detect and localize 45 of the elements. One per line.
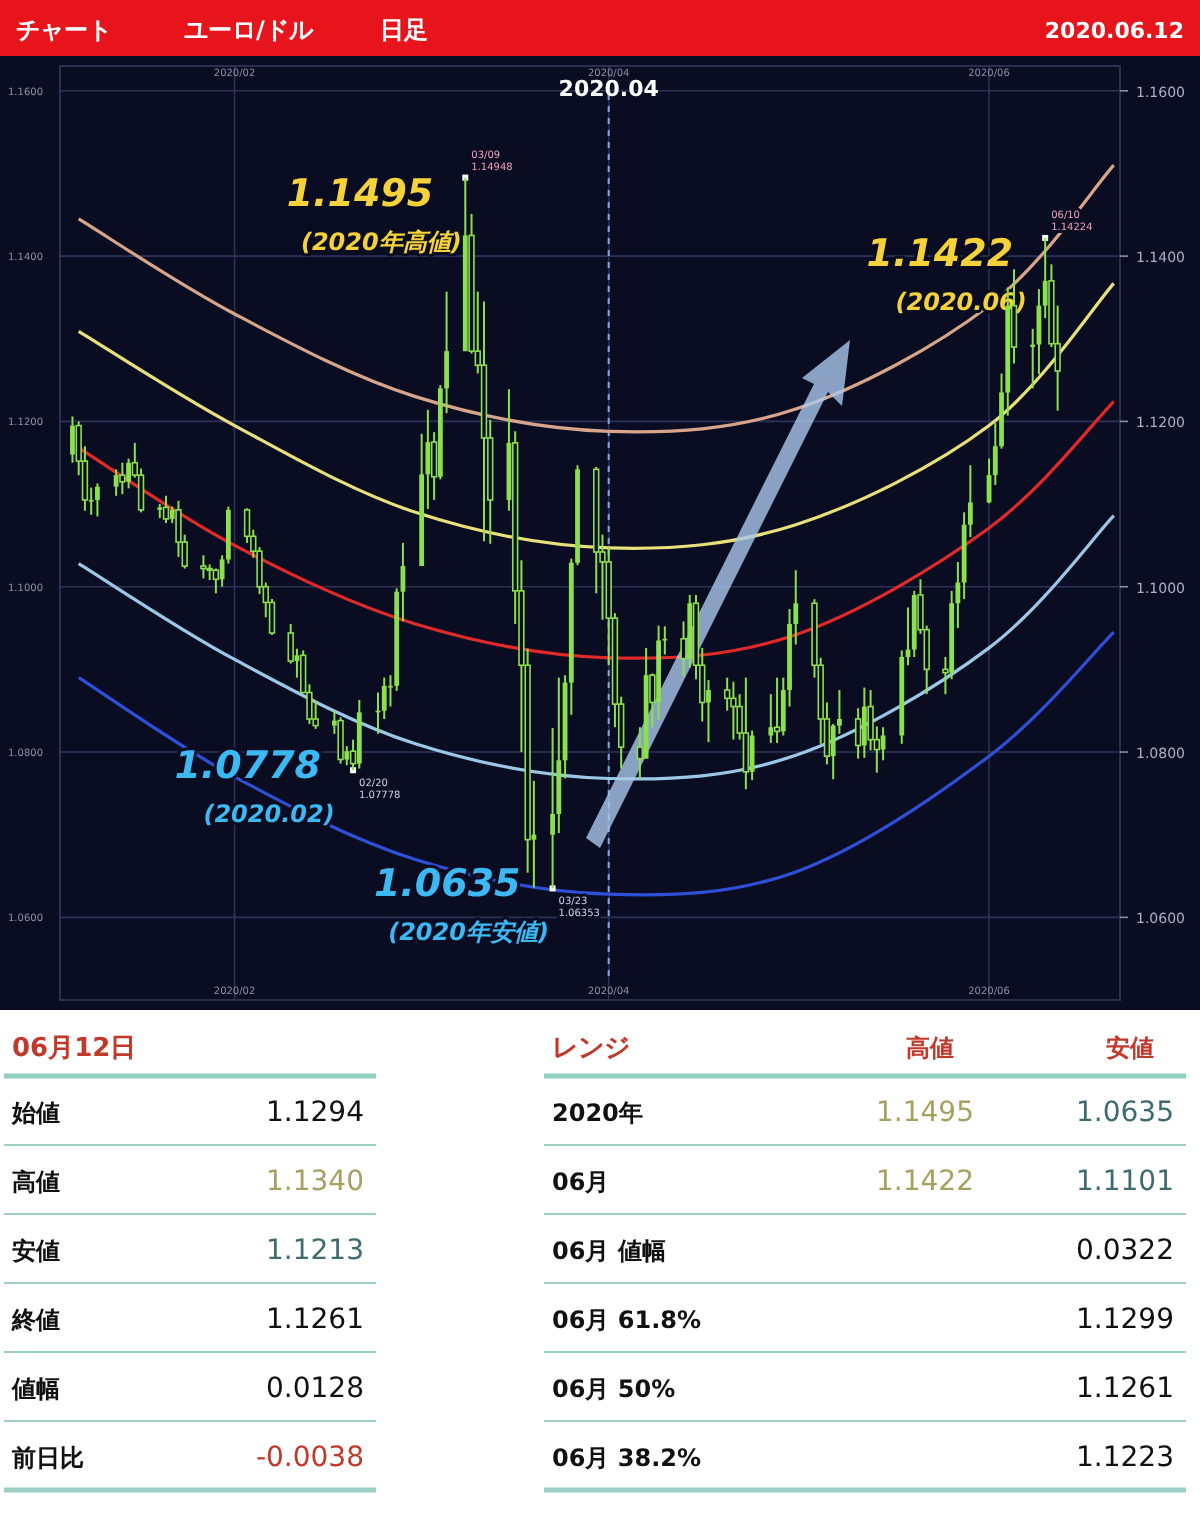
data-label: 1.1299 <box>1076 1303 1174 1336</box>
category-label: 06月 61.8% <box>552 1305 702 1334</box>
data-label: -0.0038 <box>255 1441 364 1474</box>
category-label: 値幅 <box>10 1374 60 1403</box>
category-label: 安値 <box>12 1236 60 1265</box>
data-label: 1.1261 <box>1076 1372 1174 1405</box>
category-label: 06月 50% <box>552 1374 676 1403</box>
annotation: 1.0635 <box>373 862 521 907</box>
category-label: 前日比 <box>10 1443 84 1472</box>
text: 高値 <box>906 1034 954 1062</box>
annotation: 1.1495 <box>286 171 434 216</box>
text: 安値 <box>1106 1034 1154 1062</box>
annotation: (2020年安値) <box>388 918 549 947</box>
data-label: 0.0128 <box>266 1372 364 1405</box>
chart-subtitle: ユーロ/ドル <box>184 16 315 44</box>
text: 日足 <box>380 16 428 44</box>
category-label: 06月 値幅 <box>552 1236 666 1265</box>
text: レンジ <box>552 1034 630 1064</box>
line-series <box>77 514 1116 781</box>
text: 06月12日 <box>12 1034 137 1064</box>
line-series <box>77 281 1116 550</box>
line-series <box>77 630 1116 897</box>
data-label: 0.0322 <box>1076 1234 1174 1267</box>
data-label: 1.1495 <box>876 1096 974 1129</box>
data-label: 1.0635 <box>1076 1096 1174 1129</box>
annotation: (2020年高値) <box>300 227 462 256</box>
data-label: 1.1223 <box>1076 1441 1174 1474</box>
data-label: 1.1213 <box>266 1234 364 1267</box>
category-label: 06月 38.2% <box>552 1443 702 1472</box>
data-label: 1.1261 <box>266 1303 364 1336</box>
category-label: 2020年 <box>552 1098 643 1127</box>
category-label: 06月 <box>552 1167 610 1196</box>
data-label: 1.1101 <box>1076 1165 1174 1198</box>
category-label: 終値 <box>10 1305 60 1334</box>
line-series <box>77 399 1116 660</box>
data-label: 1.1294 <box>266 1096 365 1129</box>
annotation: 1.1422 <box>866 231 1014 276</box>
text: 2020.06.12 <box>1044 18 1184 44</box>
category-label: 始値 <box>10 1098 60 1127</box>
category-label: 高値 <box>12 1167 60 1196</box>
data-label: 1.1422 <box>876 1165 974 1198</box>
chart-title: チャート <box>16 16 112 44</box>
data-label: 1.1340 <box>266 1165 364 1198</box>
line-series <box>77 163 1116 434</box>
ref-line-label: 2020.04 <box>558 76 660 102</box>
